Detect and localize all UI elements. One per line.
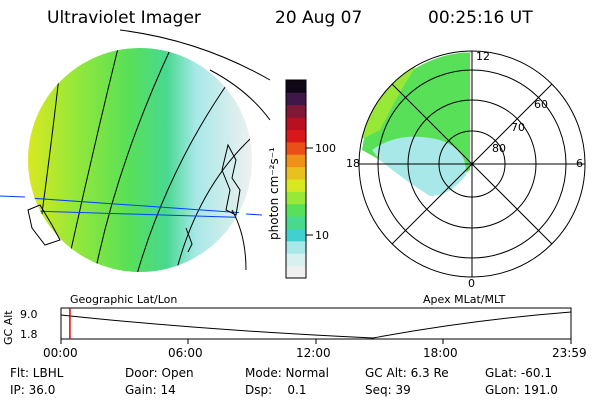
mlt-label-18: 18 <box>346 157 360 170</box>
glat-status: GLat: -60.1 <box>485 366 552 380</box>
mlt-label-6: 6 <box>576 157 583 170</box>
colorbar-swatch <box>286 228 306 242</box>
colorbar-swatch <box>286 203 306 217</box>
colorbar-swatch <box>286 191 306 205</box>
mlt-label-12: 12 <box>476 50 490 63</box>
mlat-label-70: 70 <box>511 121 525 134</box>
colorbar-swatch <box>286 265 306 279</box>
magnetic-polar-plot: 12 60 70 80 18 6 0 <box>346 50 586 290</box>
timeline-ylabel: GC Alt <box>2 310 15 345</box>
timeline-xtick-0: 00:00 <box>43 346 78 360</box>
colorbar-swatch <box>286 216 306 229</box>
colorbar-swatch <box>286 154 306 168</box>
colorbar-swatch <box>286 80 306 93</box>
mlat-label-80: 80 <box>492 142 506 155</box>
door-status: Door: Open <box>125 366 194 380</box>
timeline-xtick-4: 23:59 <box>552 346 587 360</box>
colorbar: 100 10 photon cm⁻²s⁻¹ <box>267 79 336 279</box>
geographic-label: Geographic Lat/Lon <box>70 293 177 306</box>
colorbar-swatch <box>286 92 306 106</box>
timeline-xtick-3: 18:00 <box>423 346 458 360</box>
colorbar-swatch <box>286 129 306 143</box>
header-date: 20 Aug 07 <box>275 8 363 28</box>
timeline-ytick-9: 9.0 <box>20 308 38 321</box>
dsp-status: Dsp: 0.1 <box>245 383 307 397</box>
timeline-xtick-2: 12:00 <box>296 346 331 360</box>
colorbar-swatch <box>286 179 306 192</box>
colorbar-swatch <box>286 240 306 254</box>
header-time: 00:25:16 UT <box>428 8 533 28</box>
colorbar-tick-100: 100 <box>315 142 336 155</box>
timeline-ytick-1.8: 1.8 <box>20 328 38 341</box>
colorbar-swatch <box>286 117 306 130</box>
colorbar-swatch <box>286 104 306 118</box>
altitude-status: GC Alt: 6.3 Re <box>365 366 449 380</box>
instrument-title: Ultraviolet Imager <box>47 8 201 28</box>
timeline-xtick-1: 06:00 <box>168 346 203 360</box>
geographic-image <box>0 29 271 272</box>
filter-status: Flt: LBHL <box>10 366 64 380</box>
glon-status: GLon: 191.0 <box>485 383 558 397</box>
mlat-label-60: 60 <box>534 98 548 111</box>
colorbar-swatch <box>286 253 306 267</box>
colorbar-swatch <box>286 166 306 180</box>
altitude-timeline: 9.0 1.8 GC Alt 00:00 06:00 12:00 18:00 2… <box>2 307 587 360</box>
gain-status: Gain: 14 <box>125 383 176 397</box>
colorbar-unit-label: photon cm⁻²s⁻¹ <box>267 147 281 240</box>
mode-status: Mode: Normal <box>245 366 329 380</box>
apex-label: Apex MLat/MLT <box>423 293 506 306</box>
ip-status: IP: 36.0 <box>10 383 56 397</box>
seq-status: Seq: 39 <box>365 383 411 397</box>
mlt-label-0: 0 <box>468 277 475 290</box>
colorbar-tick-10: 10 <box>315 229 329 242</box>
colorbar-swatch <box>286 141 306 155</box>
